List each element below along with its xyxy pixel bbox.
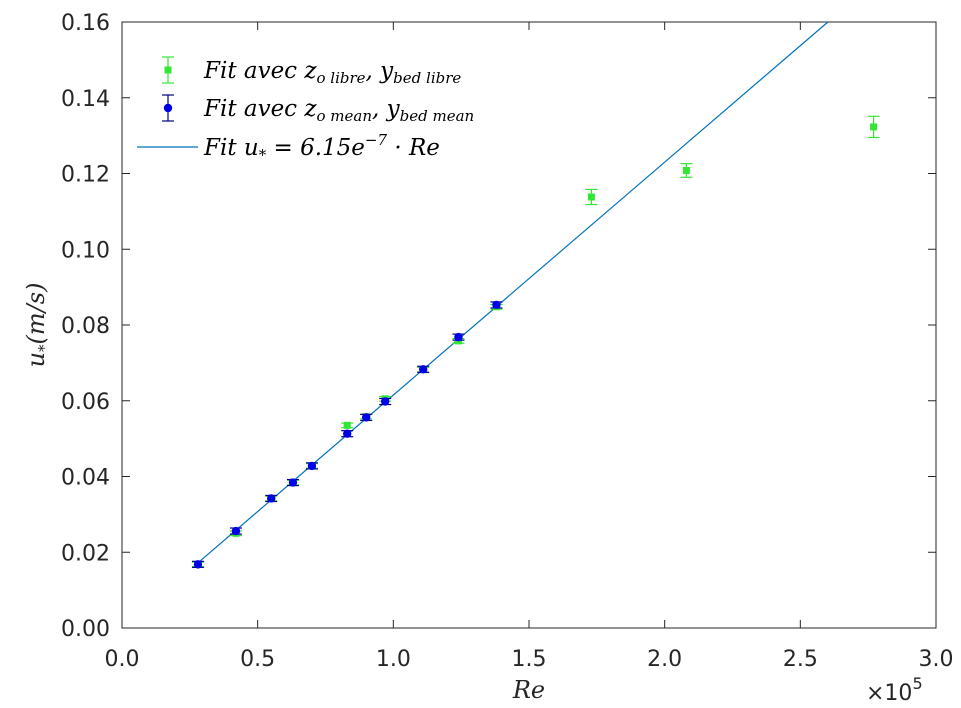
x-tick-label: 1.0 [376, 647, 411, 672]
y-tick-label: 0.08 [61, 314, 110, 339]
x-tick-label: 1.5 [512, 647, 547, 672]
blue-data-point [267, 494, 276, 503]
green-data-point [870, 123, 878, 131]
y-tick-label: 0.00 [61, 617, 110, 642]
blue-data-point [492, 300, 501, 310]
y-tick-label: 0.10 [61, 238, 110, 263]
y-axis-label-unit: (m/s) [22, 283, 50, 345]
blue-data-point [362, 413, 371, 422]
x-exponent-label: ×105 [866, 674, 923, 706]
x-axis-label: Re [512, 676, 545, 704]
legend-entry-2: Fit avec zo mean, ybed mean [203, 96, 474, 125]
plot-area [121, 21, 937, 629]
x-exponent-base: ×10 [866, 681, 912, 706]
legend-entry-1: Fit avec zo libre, ybed libre [203, 58, 461, 87]
fit-line [197, 21, 829, 564]
blue-data-point [307, 461, 317, 471]
x-exponent-power: 5 [912, 674, 922, 693]
x-tick-label: 3.0 [919, 647, 954, 672]
x-tick-label: 0.5 [240, 647, 275, 672]
green-data-point [343, 421, 351, 429]
green-data-point [587, 193, 595, 201]
y-axis-label-sub: * [35, 344, 53, 352]
y-axis-label-u: u [22, 352, 50, 367]
legend-symbol-blue [162, 94, 174, 122]
blue-data-point [418, 365, 428, 374]
blue-data-point [288, 478, 298, 487]
blue-data-point [343, 429, 352, 438]
legend: Fit avec zo libre, ybed libre Fit avec zo… [137, 56, 474, 164]
y-tick-label: 0.06 [61, 390, 110, 415]
y-axis-label: u*(m/s) [22, 283, 53, 368]
blue-data-point [193, 560, 203, 569]
data-markers [191, 115, 880, 569]
y-tick-label: 0.02 [61, 541, 110, 566]
y-tick-label: 0.14 [61, 87, 110, 112]
axes-box [121, 21, 937, 629]
y-tick-label: 0.12 [61, 163, 110, 188]
blue-data-point [380, 397, 390, 406]
y-tick-label: 0.16 [61, 11, 110, 36]
x-tick-label: 0.0 [105, 647, 140, 672]
blue-data-point [231, 526, 241, 536]
blue-data-point [454, 332, 463, 342]
y-tick-label: 0.04 [61, 466, 110, 491]
x-tick-label: 2.5 [783, 647, 818, 672]
fit-line-group [197, 21, 829, 564]
axis-ticks: 0.0 0.5 1.0 1.5 2.0 2.5 3.0 0.00 0.02 0.04 0.06 0.0… [61, 11, 953, 672]
green-data-point [682, 166, 690, 174]
legend-symbol-green [162, 56, 174, 84]
legend-entry-3: Fit u* = 6.15e−7 · Re [203, 131, 440, 164]
x-tick-label: 2.0 [647, 647, 682, 672]
